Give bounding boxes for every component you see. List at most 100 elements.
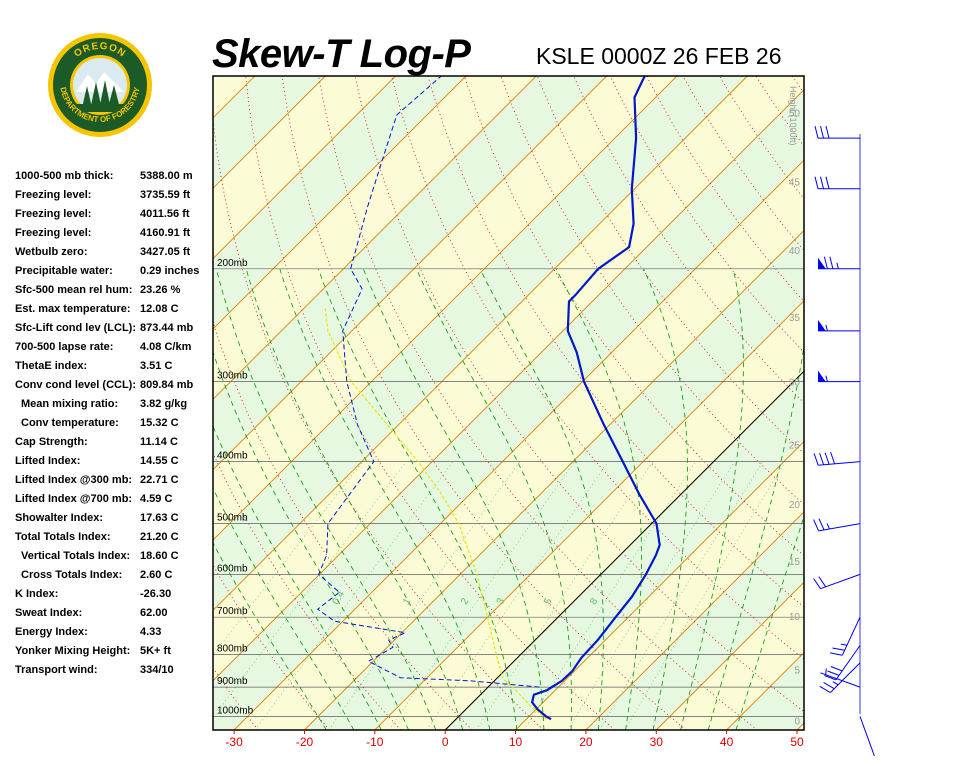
x-tick-label: 10 [509,735,523,749]
wind-barb [818,256,860,270]
stat-label: Transport wind: [15,664,98,676]
wind-barb-staff [818,523,861,532]
stat-value: -26.30 [140,588,172,600]
temperature-line [530,76,661,721]
stat-row: Precipitable water: 0.29 inches [15,262,199,281]
mixing-ratio-line [213,461,407,719]
height-tick-label: 30 [789,378,801,389]
stat-value: 5K+ ft [140,645,171,657]
stat-value: 18.60 C [140,550,179,562]
wind-barb-flag [830,652,843,656]
isobar-label: 700mb [217,606,248,617]
isobar-label: 500mb [217,513,248,524]
plot-frame [212,75,805,731]
dry-adiabat-line [463,76,804,557]
stat-label: ThetaE index: [15,360,88,372]
wind-barb-flag [813,453,819,466]
moist-adiabat-line [479,268,604,730]
stat-value: 2.60 C [140,569,173,581]
stat-value: 3735.59 ft [140,189,191,201]
dry-adiabat-line [902,76,960,730]
wind-barb-pennant [818,257,826,269]
stat-row: Cross Totals Index: 2.60 C [15,566,172,585]
wind-barb [859,716,875,757]
moist-adiabat-line [213,351,409,730]
moist-adiabat-line [245,268,464,730]
x-tick-label: -20 [296,735,314,749]
dry-adiabat-line [427,76,804,608]
stat-row: Freezing level: 4160.91 ft [15,224,190,243]
wind-barb [818,370,860,383]
stat-value: 11.14 C [140,436,178,448]
stat-row: Wetbulb zero: 3427.05 ft [15,243,190,262]
stat-row: Lifted Index @300 mb: 22.71 C [15,471,179,490]
wind-barb-flag [825,125,830,139]
stat-label: Conv cond level (CCL): [15,379,137,391]
stat-value: 3.82 g/kg [140,398,188,410]
stat-value: 14.55 C [140,455,179,467]
stat-label: Total Totals Index: [15,531,111,543]
wind-barb-flag [830,666,843,672]
stat-value: 4.59 C [140,493,173,505]
stat-label: Mean mixing ratio: [21,398,119,410]
stat-row: 700-500 lapse rate: 4.08 C/km [15,338,191,357]
dry-adiabat-line [18,76,186,730]
wind-barb-flag [832,647,845,651]
moist-adiabat-line [643,268,688,730]
wind-barb-pennant [818,370,826,382]
stat-label: Lifted Index @700 mb: [15,493,133,505]
stat-row: Transport wind: 334/10 [15,661,174,680]
isotherm-line [213,76,396,260]
wind-barb [813,518,861,532]
stat-row: K Index: -26.30 [15,585,171,604]
wind-barb [813,451,861,466]
wind-barb-column [813,125,875,757]
wind-barb-flag [820,125,824,139]
wind-barb-flag [819,452,825,465]
wind-barb-flag [814,125,819,139]
stat-row: Est. max temperature: 12.08 C [15,300,179,319]
wind-barb [818,319,860,332]
stat-value: 21.20 C [140,531,179,543]
stat-value: 873.44 mb [140,322,194,334]
stat-value: 62.00 [140,607,168,619]
stat-label: Yonker Mixing Height: [15,645,131,657]
mixing-ratio-line [567,461,735,730]
stat-value: 15.32 C [140,417,179,429]
mixing-ratio-label: 5 [542,596,555,607]
isobar-label: 600mb [217,563,248,574]
height-tick-label: 15 [789,557,801,568]
moist-adiabat-line [213,487,355,730]
isotherm-line [213,76,326,189]
stat-label: Sweat Index: [15,607,83,619]
stat-value: 4011.56 ft [140,208,190,220]
stat-label: Est. max temperature: [15,303,131,315]
mixing-ratio-line [426,461,609,730]
wind-barb-staff [859,716,875,757]
stat-row: 1000-500 mb thick: 5388.00 m [15,167,193,186]
mixing-ratio-label: 1 [401,596,414,607]
mixing-ratio-label: 3 [495,596,508,607]
wind-barb-staff [818,461,861,466]
isobar-label: 400mb [217,451,248,462]
stat-label: 700-500 lapse rate: [15,341,114,353]
isotherm-line [213,76,678,541]
wind-barb-staff [829,662,861,693]
moist-adiabat-line [213,425,382,730]
wind-barb-flag [820,176,824,189]
wind-barb-staff [835,645,861,681]
dewpoint-line [316,76,540,688]
wind-barb [830,616,861,656]
stat-row: Lifted Index @700 mb: 4.59 C [15,490,172,509]
dry-adiabat-line [318,76,758,730]
stat-value: 22.71 C [140,474,179,486]
height-tick-label: 20 [789,500,801,511]
x-tick-label: 40 [720,735,734,749]
stat-row: Freezing level: 3735.59 ft [15,186,190,205]
mixing-ratio-label: 2 [459,596,472,607]
stat-label: Lifted Index: [15,455,81,467]
stat-value: 4.33 [140,626,162,638]
temperature-band [213,89,804,730]
wind-barb-half-flag [840,643,847,646]
isotherm-line [0,76,185,730]
